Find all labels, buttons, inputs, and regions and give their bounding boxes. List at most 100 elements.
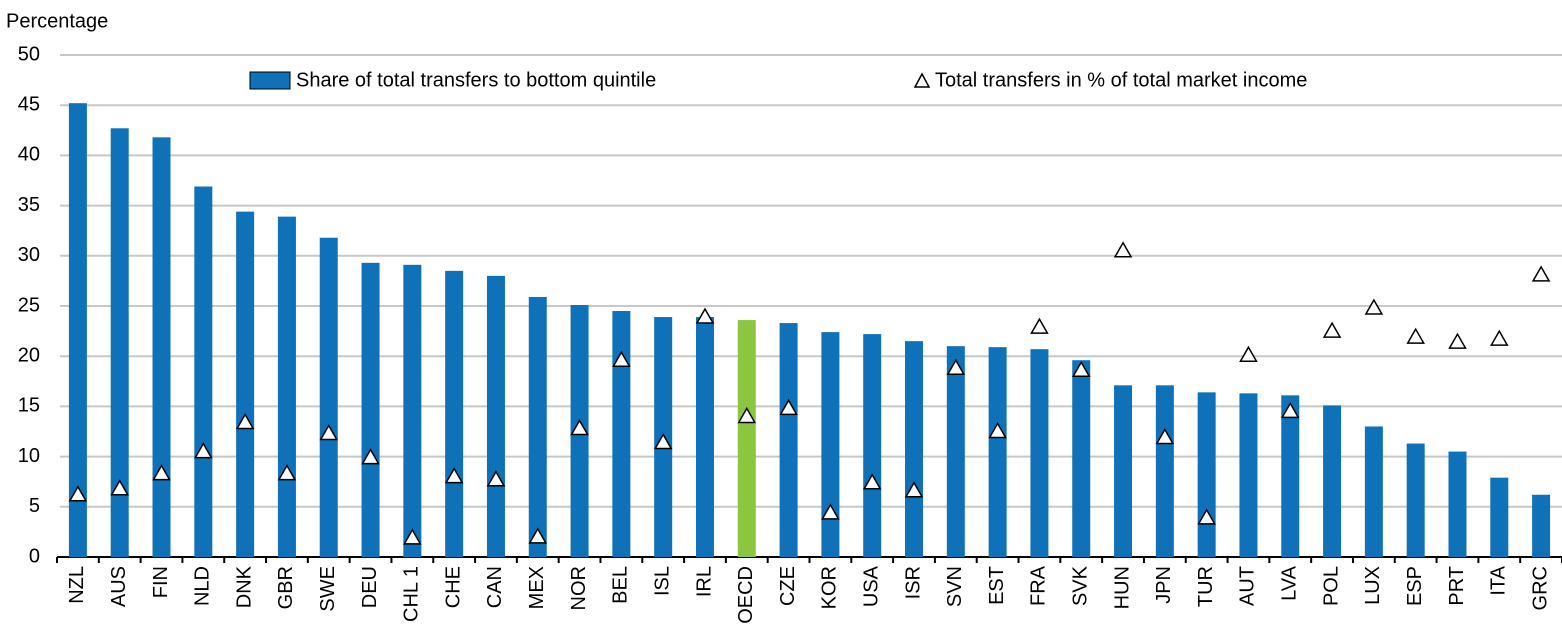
triangle-marker bbox=[946, 358, 966, 375]
bar bbox=[863, 334, 882, 557]
y-tick-label: 10 bbox=[18, 445, 40, 467]
x-tick-label: FIN bbox=[150, 566, 172, 598]
x-tick-label: DEU bbox=[359, 566, 381, 608]
triangle-marker bbox=[988, 421, 1007, 439]
y-tick-label: 15 bbox=[18, 395, 40, 417]
bar bbox=[1114, 385, 1133, 557]
bar bbox=[1072, 360, 1091, 557]
triangle-marker bbox=[444, 467, 464, 484]
triangle-marker bbox=[821, 503, 840, 520]
triangle-marker bbox=[1489, 329, 1509, 346]
legend-label: Share of total transfers to bottom quint… bbox=[296, 69, 656, 91]
triangle-marker bbox=[1239, 345, 1258, 362]
x-tick-label: AUT bbox=[1237, 566, 1259, 606]
x-tick-label: LVA bbox=[1279, 565, 1301, 600]
x-tick-label: LUX bbox=[1362, 566, 1384, 605]
y-tick-label: 50 bbox=[18, 43, 40, 65]
bar bbox=[1323, 405, 1342, 557]
x-tick-label: JPN bbox=[1153, 566, 1175, 604]
triangle-marker bbox=[152, 464, 171, 481]
x-tick-label: OECD bbox=[735, 566, 757, 624]
x-tick-label: CZE bbox=[777, 566, 799, 606]
bar bbox=[1197, 392, 1216, 557]
x-tick-label: ISR bbox=[902, 566, 924, 599]
x-tick-label: IRL bbox=[693, 566, 715, 597]
triangle-marker bbox=[695, 307, 715, 324]
x-tick-label: GBR bbox=[275, 566, 297, 609]
triangle-marker bbox=[110, 479, 130, 496]
bar bbox=[1532, 494, 1551, 557]
legend-background bbox=[245, 66, 1375, 96]
bar bbox=[194, 186, 213, 558]
x-tick-label: DNK bbox=[233, 565, 255, 608]
x-tick-label: POL bbox=[1320, 566, 1342, 606]
bar bbox=[737, 320, 756, 557]
x-tick-label: NZL bbox=[66, 566, 88, 604]
x-tick-label: ITA bbox=[1488, 565, 1510, 595]
bar bbox=[821, 332, 840, 557]
triangle-marker bbox=[612, 350, 631, 367]
y-axis-label: Percentage bbox=[6, 10, 108, 32]
triangle-marker bbox=[319, 423, 339, 441]
x-tick-label: EST bbox=[986, 566, 1008, 605]
triangle-marker bbox=[1071, 360, 1091, 378]
triangle-marker bbox=[1322, 321, 1342, 338]
triangle-marker bbox=[1280, 401, 1300, 419]
triangle-marker bbox=[904, 481, 924, 498]
x-tick-label: FRA bbox=[1028, 565, 1050, 606]
triangle-marker bbox=[486, 470, 506, 487]
legend-swatch bbox=[249, 71, 291, 90]
triangle-marker bbox=[779, 398, 798, 416]
bar bbox=[236, 211, 255, 557]
bar bbox=[1448, 451, 1467, 557]
triangle-marker bbox=[1364, 298, 1384, 315]
triangle-marker bbox=[1113, 241, 1133, 258]
bar bbox=[1030, 349, 1049, 557]
x-tick-label: GRC bbox=[1529, 566, 1551, 610]
triangle-marker bbox=[570, 418, 589, 436]
x-tick-label: MEX bbox=[526, 566, 548, 609]
triangle-marker bbox=[737, 406, 757, 424]
x-tick-label: CHE bbox=[442, 566, 464, 608]
triangle-marker bbox=[862, 473, 882, 490]
x-tick-label: SWE bbox=[317, 566, 339, 612]
x-tick-label: SVK bbox=[1070, 565, 1092, 606]
bar bbox=[1281, 395, 1300, 557]
bar bbox=[612, 311, 631, 557]
x-tick-label: CAN bbox=[484, 566, 506, 608]
triangle-marker bbox=[1448, 332, 1467, 349]
triangle-marker bbox=[68, 485, 88, 502]
triangle-marker bbox=[1197, 508, 1216, 525]
triangle-marker bbox=[1531, 265, 1551, 282]
y-tick-label: 20 bbox=[18, 344, 40, 366]
bar bbox=[1239, 393, 1258, 557]
bar bbox=[319, 237, 338, 557]
triangle-marker bbox=[1155, 428, 1175, 445]
triangle-marker bbox=[361, 448, 380, 465]
bar bbox=[946, 346, 965, 557]
bar bbox=[152, 137, 171, 557]
x-tick-label: HUN bbox=[1111, 566, 1133, 609]
x-tick-label: USA bbox=[860, 565, 882, 607]
bar bbox=[528, 296, 547, 557]
bar bbox=[695, 317, 714, 557]
bar bbox=[905, 341, 924, 557]
x-tick-label: TUR bbox=[1195, 566, 1217, 607]
legend-swatch bbox=[913, 72, 931, 88]
x-tick-label: AUS bbox=[108, 566, 130, 607]
bar bbox=[1155, 385, 1174, 557]
y-tick-label: 40 bbox=[18, 144, 40, 166]
x-tick-label: KOR bbox=[819, 566, 841, 609]
triangle-marker bbox=[528, 527, 548, 544]
x-tick-label: NOR bbox=[568, 566, 590, 610]
x-tick-label: CHL 1 bbox=[401, 566, 423, 622]
y-tick-label: 25 bbox=[18, 294, 40, 316]
bar bbox=[361, 262, 380, 557]
x-tick-label: BEL bbox=[610, 566, 632, 604]
bar bbox=[1406, 443, 1425, 557]
y-tick-label: 30 bbox=[18, 244, 40, 266]
triangle-marker bbox=[1030, 317, 1049, 334]
legend-label: Total transfers in % of total market inc… bbox=[935, 69, 1307, 91]
bar bbox=[277, 216, 296, 558]
